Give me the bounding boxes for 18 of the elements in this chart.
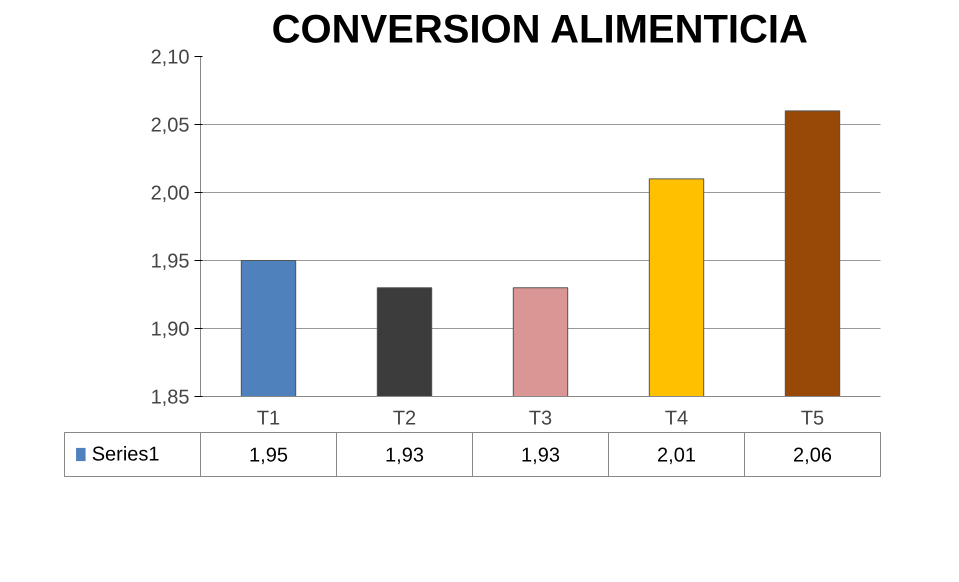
data-label: 2,06 <box>793 444 832 466</box>
x-tick-label: T5 <box>800 408 824 430</box>
y-tick-label: 1,85 <box>150 386 190 408</box>
x-tick-label: T3 <box>528 408 552 430</box>
data-label: 1,95 <box>249 444 288 466</box>
chart-title: CONVERSION ALIMENTICIA <box>272 8 808 52</box>
legend-label: Series1 <box>92 444 160 466</box>
y-tick-label: 1,95 <box>150 250 190 272</box>
y-tick-label: 2,05 <box>150 114 190 136</box>
x-tick-label: T4 <box>664 408 688 430</box>
y-tick-label: 2,00 <box>150 182 190 204</box>
y-tick-label: 2,10 <box>150 46 190 68</box>
y-tick-label: 1,90 <box>150 318 190 340</box>
data-label: 1,93 <box>521 444 560 466</box>
data-label: 1,93 <box>385 444 424 466</box>
x-tick-label: T2 <box>392 408 416 430</box>
data-label: 2,01 <box>657 444 696 466</box>
x-tick-label: T1 <box>256 408 280 430</box>
